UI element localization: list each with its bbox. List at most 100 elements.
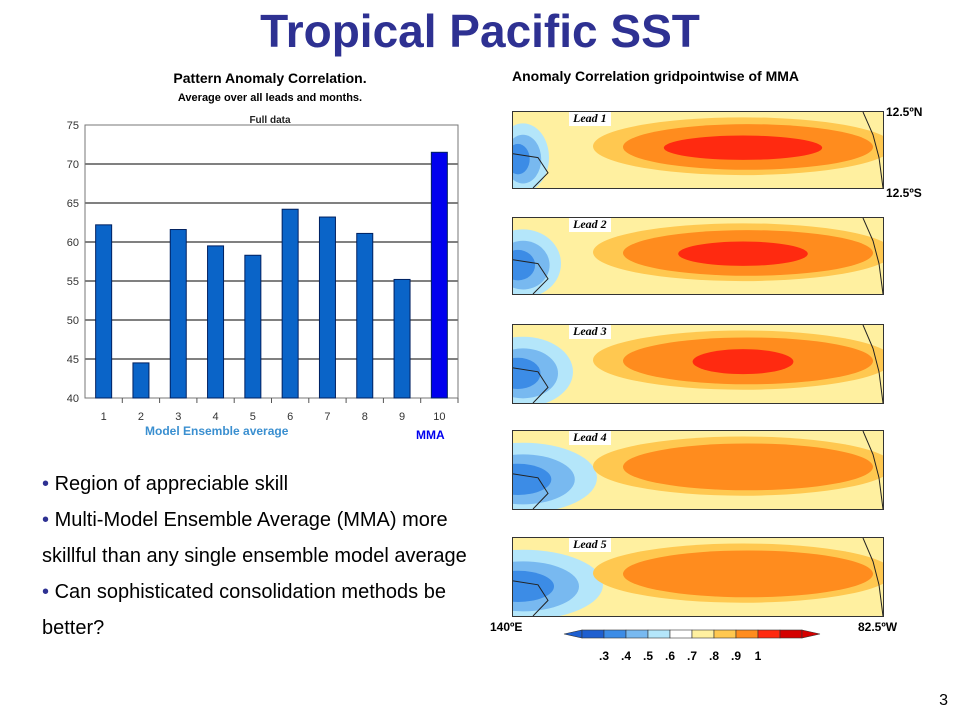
colorbar-arrow-low xyxy=(563,629,583,639)
colorbar-swatch xyxy=(669,629,693,639)
lon-right-label: 82.5ºW xyxy=(858,620,898,634)
colorbar-swatch xyxy=(625,629,649,639)
coastline xyxy=(513,580,549,616)
map-panel-lead-4: Lead 4 xyxy=(512,430,884,510)
x-tick-label: 2 xyxy=(138,411,144,423)
lead-label: Lead 3 xyxy=(569,325,611,339)
bullet-item: • Multi-Model Ensemble Average (MMA) mor… xyxy=(42,502,482,574)
x-tick-label: 5 xyxy=(250,411,256,423)
bar xyxy=(244,254,262,399)
bullet-marker: • xyxy=(42,509,50,531)
bar xyxy=(132,362,150,399)
coastline xyxy=(513,473,549,509)
lon-left-label: 140ºE xyxy=(490,620,523,634)
mma-group-label: MMA xyxy=(416,428,445,442)
coastline xyxy=(862,431,883,509)
coastline xyxy=(513,153,549,188)
y-tick-label: 55 xyxy=(67,276,79,288)
low-skill-region xyxy=(513,249,536,281)
colorbar-tick-label: .4 xyxy=(621,649,631,663)
x-tick-label: 3 xyxy=(175,411,181,423)
map-panel-lead-2: Lead 2 xyxy=(512,217,884,295)
colorbar-swatch xyxy=(647,629,671,639)
y-tick-label: 70 xyxy=(67,159,79,171)
bullet-list: • Region of appreciable skill • Multi-Mo… xyxy=(42,466,482,646)
bar xyxy=(356,232,374,399)
bullet-item: • Region of appreciable skill xyxy=(42,466,482,502)
colorbar-swatch xyxy=(757,629,781,639)
x-tick-label: 10 xyxy=(433,411,445,423)
lead-label: Lead 1 xyxy=(569,112,611,126)
y-tick-label: 50 xyxy=(67,315,79,327)
colorbar-swatch xyxy=(779,629,803,639)
y-tick-label: 40 xyxy=(67,393,79,405)
coastline xyxy=(862,112,883,188)
lead-label: Lead 5 xyxy=(569,538,611,552)
colorbar-tick-label: 1 xyxy=(755,649,762,663)
bar xyxy=(95,224,113,399)
low-skill-region xyxy=(513,357,541,389)
colorbar-swatch xyxy=(735,629,759,639)
lat-top-label: 12.5ºN xyxy=(886,105,923,119)
slide-title: Tropical Pacific SST xyxy=(260,5,700,57)
coastline xyxy=(862,218,883,294)
colorbar-swatch xyxy=(713,629,737,639)
bar xyxy=(318,216,336,399)
map-panel-lead-5: Lead 5 xyxy=(512,537,884,617)
high-skill-core xyxy=(663,135,823,160)
x-tick-label: 4 xyxy=(212,411,218,423)
coastline xyxy=(862,325,883,403)
chart-annotation: Full data xyxy=(249,115,291,126)
bar xyxy=(207,245,225,399)
lat-bottom-label: 12.5ºS xyxy=(886,186,922,200)
colorbar-swatch xyxy=(581,629,605,639)
coastline xyxy=(513,367,549,403)
colorbar-swatch xyxy=(691,629,715,639)
coastline xyxy=(862,538,883,616)
bullet-text: Multi-Model Ensemble Average (MMA) more … xyxy=(42,509,467,567)
y-tick-label: 75 xyxy=(67,120,79,132)
x-tick-label: 9 xyxy=(399,411,405,423)
y-tick-label: 65 xyxy=(67,198,79,210)
bar xyxy=(393,278,411,399)
bullet-marker: • xyxy=(42,581,50,603)
map-image xyxy=(513,325,883,403)
lead-label: Lead 2 xyxy=(569,218,611,232)
colorbar-tick-label: .6 xyxy=(665,649,675,663)
page-number: 3 xyxy=(939,692,948,709)
chart-title: Pattern Anomaly Correlation. xyxy=(173,70,367,86)
x-tick-label: 6 xyxy=(287,411,293,423)
map-panel-lead-1: Lead 1 xyxy=(512,111,884,189)
ensemble-group-label: Model Ensemble average xyxy=(145,424,289,438)
bullet-text: Can sophisticated consolidation methods … xyxy=(42,581,446,639)
bullet-item: • Can sophisticated consolidation method… xyxy=(42,574,482,646)
colorbar-tick-label: .8 xyxy=(709,649,719,663)
high-skill-core xyxy=(678,241,808,266)
colorbar-arrow-high xyxy=(801,629,821,639)
colorbar-tick-label: .3 xyxy=(599,649,609,663)
bar xyxy=(281,208,299,399)
x-tick-label: 8 xyxy=(362,411,368,423)
coastline xyxy=(513,259,549,294)
x-tick-label: 7 xyxy=(324,411,330,423)
colorbar-legend: .3 .4 .5 .6 .7 .8 .9 1 xyxy=(563,629,821,663)
high-skill-core xyxy=(692,349,794,375)
low-skill-region xyxy=(513,463,552,495)
colorbar-tick-label: .9 xyxy=(731,649,741,663)
lead-label: Lead 4 xyxy=(569,431,611,445)
colorbar-tick-label: .7 xyxy=(687,649,697,663)
bullet-marker: • xyxy=(42,473,50,495)
bar xyxy=(430,151,448,399)
map-title: Anomaly Correlation gridpointwise of MMA xyxy=(512,68,800,84)
skill-tongue xyxy=(623,443,873,491)
chart-subtitle: Average over all leads and months. xyxy=(177,92,363,104)
colorbar-swatch xyxy=(603,629,627,639)
map-panel-lead-3: Lead 3 xyxy=(512,324,884,404)
map-image xyxy=(513,112,883,188)
bar xyxy=(169,229,187,399)
bullet-text: Region of appreciable skill xyxy=(54,473,289,495)
colorbar-tick-label: .5 xyxy=(643,649,653,663)
skill-tongue xyxy=(623,550,873,598)
low-skill-region xyxy=(513,143,530,175)
